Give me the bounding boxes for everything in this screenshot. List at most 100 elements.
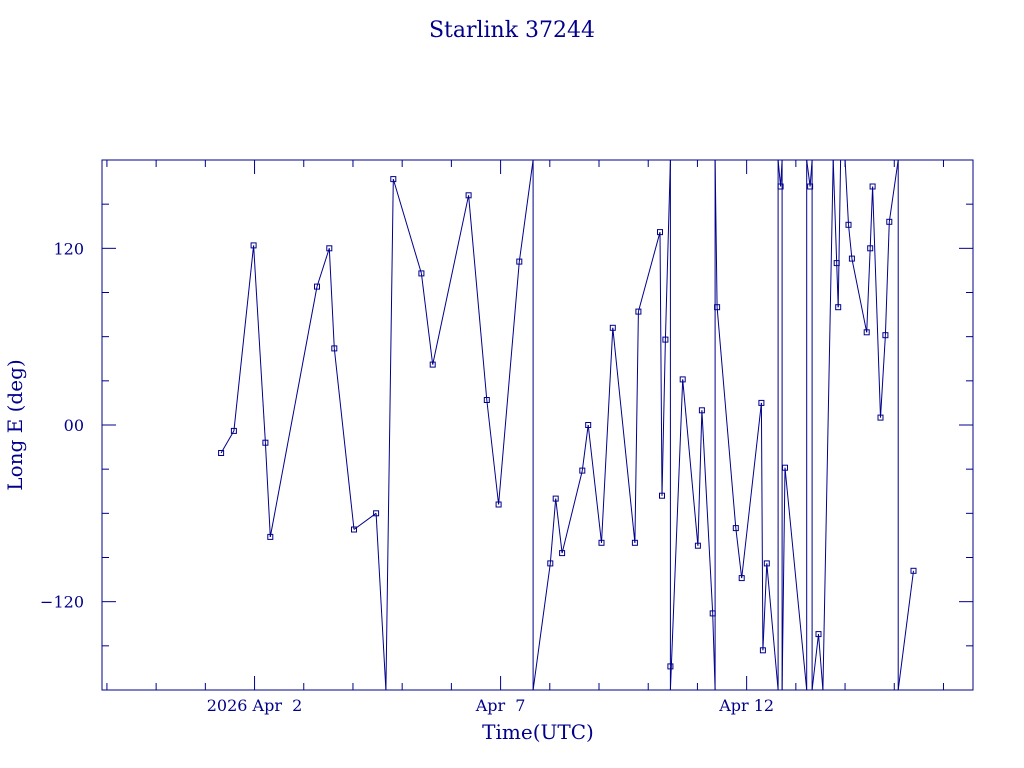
data-point bbox=[635, 308, 642, 315]
series-segment bbox=[581, 424, 589, 471]
data-point bbox=[910, 567, 917, 574]
series-segment bbox=[716, 307, 737, 529]
series-segment bbox=[811, 634, 819, 691]
series-segment bbox=[333, 348, 355, 530]
series-segment bbox=[468, 195, 488, 401]
series-segment bbox=[661, 339, 666, 496]
data-point bbox=[598, 539, 605, 546]
data-series bbox=[218, 159, 917, 691]
series-segment bbox=[781, 467, 786, 691]
data-point bbox=[758, 399, 765, 406]
series-segment bbox=[385, 179, 394, 691]
data-point bbox=[326, 245, 333, 252]
data-point bbox=[585, 422, 592, 428]
data-point bbox=[763, 560, 770, 567]
data-point bbox=[609, 324, 616, 331]
series-segment bbox=[760, 402, 764, 651]
data-point bbox=[759, 647, 766, 654]
data-point bbox=[869, 183, 876, 190]
series-segment bbox=[353, 512, 377, 530]
data-point bbox=[777, 183, 784, 190]
data-point bbox=[559, 550, 566, 557]
data-point bbox=[698, 407, 705, 414]
series-segment bbox=[872, 186, 881, 418]
series-segment bbox=[532, 563, 551, 691]
series-segment bbox=[601, 327, 614, 543]
y-tick-label: 00 bbox=[64, 416, 84, 435]
data-point bbox=[714, 304, 721, 311]
data-point bbox=[552, 495, 559, 502]
data-point bbox=[679, 376, 686, 383]
series-segment bbox=[264, 442, 271, 537]
x-tick-label: 2026 Apr 2 bbox=[207, 696, 303, 715]
data-point bbox=[218, 450, 225, 456]
series-segment bbox=[888, 159, 899, 222]
series-segment bbox=[682, 379, 699, 546]
series-segment bbox=[735, 528, 743, 579]
data-point bbox=[732, 525, 739, 532]
series-segment bbox=[837, 159, 842, 308]
data-point bbox=[351, 526, 357, 533]
x-tick-label: Apr 12 bbox=[718, 696, 774, 715]
series-segment bbox=[766, 563, 779, 691]
series-segment bbox=[822, 159, 834, 691]
series-segment bbox=[420, 273, 434, 365]
series-segment bbox=[555, 498, 563, 554]
data-point bbox=[694, 542, 701, 549]
series-segment bbox=[851, 258, 868, 333]
series-segment bbox=[253, 245, 266, 443]
series-segment bbox=[818, 634, 824, 691]
data-point bbox=[331, 345, 338, 352]
series-segment bbox=[328, 248, 335, 349]
data-point bbox=[833, 260, 840, 267]
data-point bbox=[815, 631, 822, 638]
x-tick-label: Apr 7 bbox=[475, 696, 526, 715]
series-segment bbox=[697, 410, 703, 546]
data-point bbox=[807, 183, 814, 190]
data-point bbox=[429, 361, 436, 368]
data-point bbox=[250, 242, 257, 249]
data-point bbox=[848, 255, 855, 262]
series-segment bbox=[432, 195, 470, 365]
series-segment bbox=[375, 513, 387, 691]
series-segment bbox=[561, 470, 583, 554]
series-segment bbox=[637, 231, 661, 312]
data-point bbox=[547, 560, 554, 567]
y-tick-label: −120 bbox=[40, 593, 84, 612]
series-segment bbox=[634, 311, 639, 543]
series-segment bbox=[659, 232, 663, 496]
series-segment bbox=[392, 178, 422, 274]
series-segment bbox=[880, 335, 886, 418]
series-segment bbox=[832, 159, 838, 264]
data-point bbox=[667, 663, 674, 670]
series-segment bbox=[784, 467, 808, 691]
series-segment bbox=[741, 402, 762, 579]
data-point bbox=[657, 229, 663, 236]
series-segment bbox=[762, 563, 768, 651]
x-axis-title: Time(UTC) bbox=[482, 720, 594, 744]
data-point bbox=[314, 283, 320, 290]
series-segment bbox=[669, 379, 684, 691]
data-point bbox=[579, 467, 586, 474]
series-segment bbox=[701, 410, 714, 614]
series-segment bbox=[220, 430, 235, 454]
series-segment bbox=[587, 424, 602, 543]
series-segment bbox=[498, 261, 520, 505]
data-point bbox=[659, 492, 665, 499]
chart-title: Starlink 37244 bbox=[429, 18, 595, 43]
plot-area bbox=[101, 159, 974, 691]
series-segment bbox=[777, 159, 782, 187]
series-segment bbox=[897, 570, 914, 691]
data-point bbox=[835, 304, 842, 311]
data-point bbox=[782, 464, 788, 471]
data-point bbox=[631, 539, 638, 546]
series-segment bbox=[518, 159, 534, 262]
series-segment bbox=[316, 248, 330, 287]
data-point bbox=[262, 439, 269, 446]
data-point bbox=[877, 414, 884, 421]
data-point bbox=[267, 533, 274, 540]
data-point bbox=[738, 575, 745, 582]
data-point bbox=[230, 427, 237, 434]
data-point bbox=[390, 176, 397, 183]
